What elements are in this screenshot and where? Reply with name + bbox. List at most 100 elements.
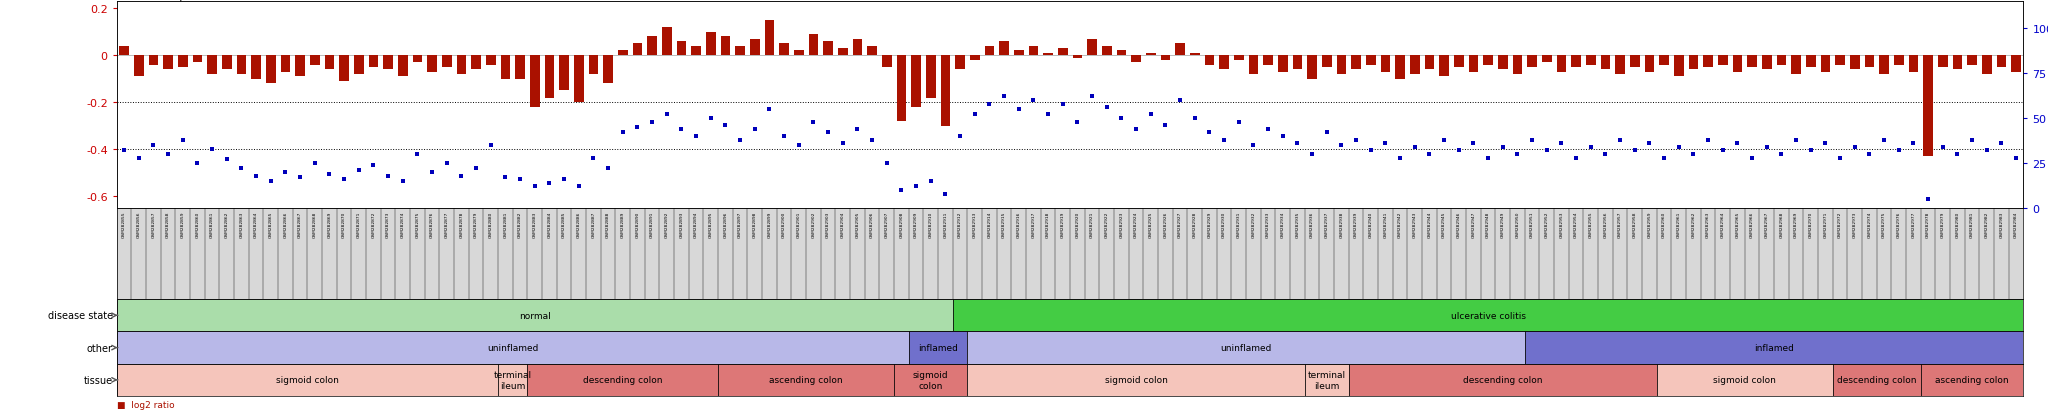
Text: GSM282949: GSM282949	[1501, 211, 1505, 237]
Bar	[1921, 364, 2023, 396]
Text: GSM282916: GSM282916	[1016, 211, 1020, 237]
Bar	[633, 44, 643, 56]
Bar	[1440, 56, 1448, 77]
Text: GSM282945: GSM282945	[1442, 211, 1446, 238]
Text: GSM282973: GSM282973	[1853, 211, 1858, 237]
Bar	[1409, 56, 1419, 75]
Bar	[1497, 56, 1507, 70]
Point	[1927, 144, 1960, 151]
Bar	[780, 44, 788, 56]
Point	[313, 171, 346, 178]
Text: GSM282937: GSM282937	[1325, 211, 1329, 237]
Bar	[207, 56, 217, 75]
Text: descending colon: descending colon	[584, 375, 662, 385]
Bar	[1835, 56, 1845, 65]
Text: GDS3268 / 42358: GDS3268 / 42358	[117, 0, 227, 2]
Bar	[1305, 364, 1350, 396]
Bar	[967, 332, 1526, 364]
Point	[444, 173, 477, 180]
Point	[592, 166, 625, 172]
Text: GSM282877: GSM282877	[444, 211, 449, 237]
Point	[1808, 140, 1841, 147]
Bar	[471, 56, 481, 70]
Bar	[1864, 56, 1874, 68]
Point	[1896, 140, 1929, 147]
Text: sigmoid
colon: sigmoid colon	[913, 370, 948, 389]
Point	[811, 130, 844, 136]
Text: GSM282975: GSM282975	[1882, 211, 1886, 238]
Bar	[1602, 56, 1610, 70]
Text: GSM282856: GSM282856	[137, 211, 141, 238]
Point	[1911, 196, 1944, 203]
Bar	[1087, 40, 1098, 56]
Bar	[498, 364, 528, 396]
Bar	[1690, 56, 1698, 70]
Bar	[1190, 54, 1200, 56]
Point	[1194, 130, 1227, 136]
Text: GSM282868: GSM282868	[313, 211, 317, 237]
Point	[1075, 94, 1108, 100]
Bar	[1395, 56, 1405, 79]
Point	[1706, 148, 1739, 154]
Text: disease state: disease state	[47, 311, 113, 320]
Point	[371, 173, 403, 180]
Text: normal: normal	[518, 311, 551, 320]
Point	[666, 126, 698, 133]
Text: GSM282923: GSM282923	[1120, 211, 1124, 237]
Bar	[692, 47, 700, 56]
Text: GSM282863: GSM282863	[240, 211, 244, 237]
Text: GSM282978: GSM282978	[1925, 211, 1929, 237]
Text: GSM282857: GSM282857	[152, 211, 156, 238]
Bar	[1380, 56, 1391, 72]
Bar	[442, 56, 451, 68]
Point	[1720, 140, 1753, 147]
Bar	[1571, 56, 1581, 68]
Text: GSM282904: GSM282904	[842, 211, 844, 237]
Bar	[1059, 49, 1067, 56]
Text: tissue: tissue	[84, 375, 113, 385]
Point	[1604, 137, 1636, 144]
Bar	[1526, 332, 2023, 364]
Point	[694, 116, 727, 122]
Bar	[911, 56, 922, 108]
Point	[268, 169, 301, 176]
Text: GSM282883: GSM282883	[532, 211, 537, 237]
Point	[547, 176, 580, 183]
Text: GSM282959: GSM282959	[1647, 211, 1651, 238]
Text: GSM282964: GSM282964	[1720, 211, 1724, 237]
Point	[782, 142, 815, 149]
Point	[958, 112, 991, 119]
Bar	[369, 56, 379, 68]
Bar	[1556, 56, 1567, 72]
Point	[1751, 144, 1784, 151]
Bar	[1352, 56, 1360, 70]
Bar	[1733, 56, 1743, 72]
Text: GSM282903: GSM282903	[825, 211, 829, 237]
Text: GSM282879: GSM282879	[473, 211, 477, 237]
Point	[532, 180, 565, 187]
Text: GSM282980: GSM282980	[1956, 211, 1960, 237]
Text: GSM282957: GSM282957	[1618, 211, 1622, 238]
Point	[342, 168, 375, 174]
Point	[606, 130, 639, 136]
Text: GSM282952: GSM282952	[1544, 211, 1548, 238]
Text: GSM282896: GSM282896	[723, 211, 727, 237]
Point	[563, 184, 596, 190]
Text: GSM282862: GSM282862	[225, 211, 229, 237]
Text: GSM282876: GSM282876	[430, 211, 434, 237]
Text: GSM282894: GSM282894	[694, 211, 698, 237]
Text: GSM282891: GSM282891	[649, 211, 653, 237]
Point	[1530, 148, 1563, 154]
Bar	[604, 56, 612, 84]
Bar	[238, 56, 246, 75]
Bar	[295, 56, 305, 77]
Point	[870, 160, 903, 167]
Bar	[662, 28, 672, 56]
Text: GSM282882: GSM282882	[518, 211, 522, 237]
Text: GSM282930: GSM282930	[1223, 211, 1227, 237]
Text: GSM282977: GSM282977	[1911, 211, 1915, 237]
Bar	[1321, 56, 1331, 68]
Point	[680, 133, 713, 140]
Bar	[1454, 56, 1464, 68]
Point	[1427, 137, 1460, 144]
